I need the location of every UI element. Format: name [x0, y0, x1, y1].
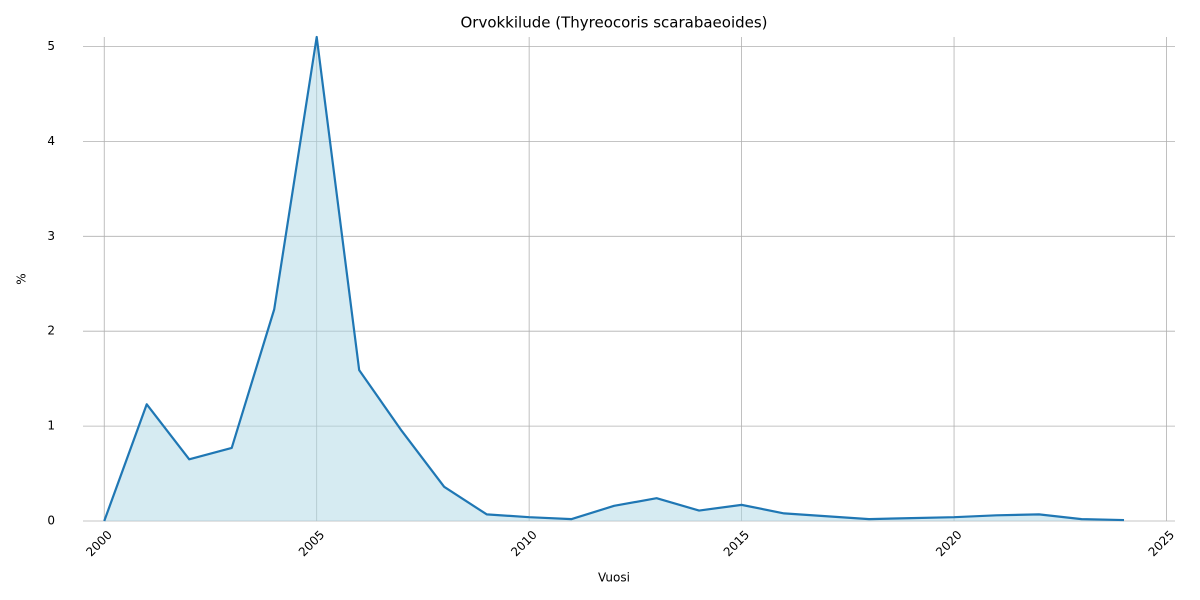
chart-title: Orvokkilude (Thyreocoris scarabaeoides): [460, 14, 767, 32]
y-tick-label: 3: [47, 229, 55, 243]
x-axis-label: Vuosi: [598, 571, 630, 585]
x-tick-label: 2025: [1146, 528, 1177, 559]
x-tick-label: 2000: [83, 528, 114, 559]
x-tick-label: 2010: [508, 528, 539, 559]
y-axis-label: %: [15, 273, 29, 284]
y-tick-label: 4: [47, 134, 55, 148]
data-line: [103, 35, 1125, 522]
y-tick-label: 1: [47, 419, 55, 433]
y-tick-label: 0: [47, 514, 55, 528]
x-tick-label: 2020: [933, 528, 964, 559]
y-tick-label: 5: [47, 39, 55, 53]
area-fill: [104, 37, 1125, 521]
x-tick-label: 2015: [721, 528, 752, 559]
y-tick-label: 2: [47, 324, 55, 338]
x-tick-label: 2005: [296, 528, 327, 559]
